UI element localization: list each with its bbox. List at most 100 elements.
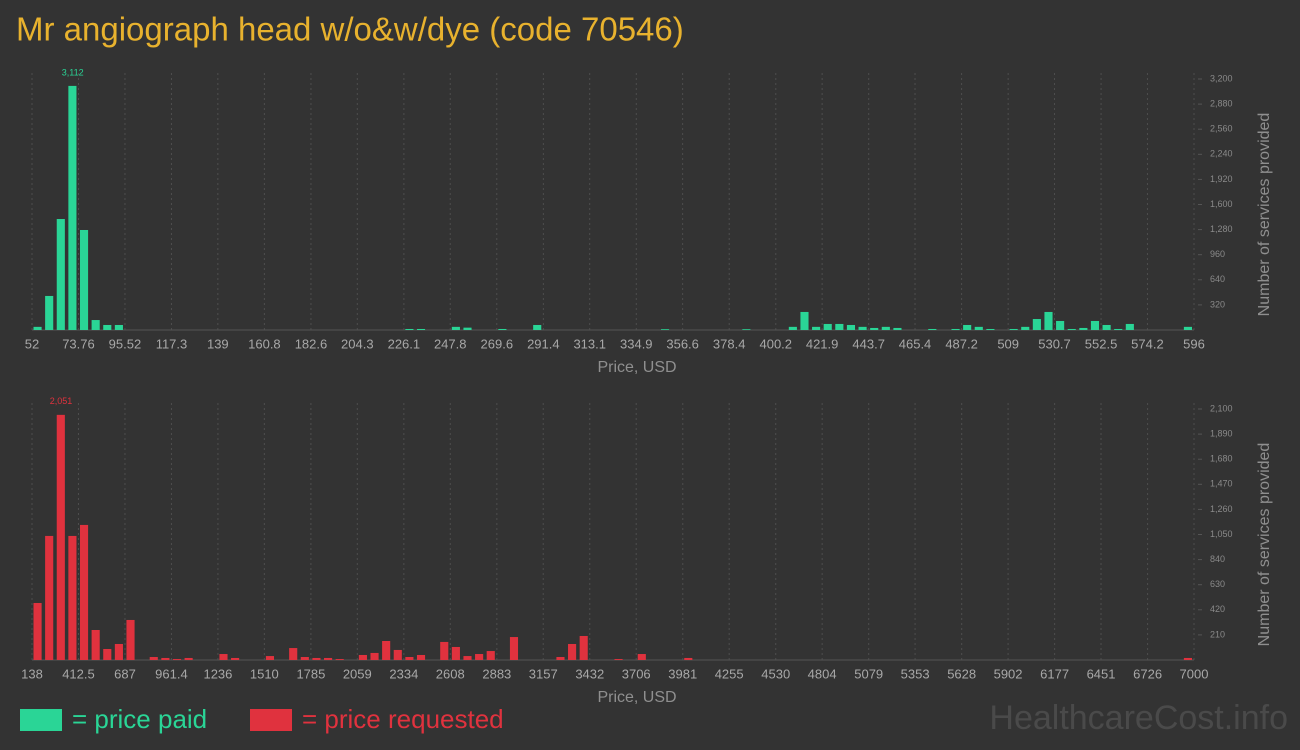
x-axis-label: Price, USD [597, 689, 676, 706]
x-tick-label: 6177 [1040, 666, 1069, 681]
bar [451, 646, 460, 660]
x-tick-label: 509 [997, 336, 1019, 351]
y-tick-label: 630 [1210, 579, 1225, 589]
bar [1183, 657, 1192, 660]
x-tick-label: 530.7 [1038, 336, 1071, 351]
bar [637, 654, 646, 660]
bar [858, 326, 867, 330]
bar [684, 657, 693, 660]
bar [393, 649, 402, 660]
y-tick-label: 1,280 [1210, 224, 1233, 234]
bar [451, 326, 460, 330]
y-tick-label: 2,880 [1210, 98, 1233, 108]
bar [300, 657, 309, 660]
x-tick-label: 4804 [808, 666, 837, 681]
bar [1067, 328, 1076, 330]
legend-swatch [20, 709, 62, 731]
legend-swatch [250, 709, 292, 731]
y-tick-label: 840 [1210, 554, 1225, 564]
x-tick-label: 687 [114, 666, 136, 681]
bar [149, 657, 158, 660]
bar [568, 643, 577, 660]
bar [405, 657, 414, 660]
bar [463, 327, 472, 330]
bar [219, 654, 228, 660]
x-tick-label: 138 [21, 666, 43, 681]
x-tick-label: 117.3 [156, 336, 188, 351]
bar [1056, 320, 1065, 330]
bar [974, 326, 983, 330]
bar [893, 327, 902, 330]
bar [1114, 328, 1123, 330]
bar [963, 324, 972, 330]
x-tick-label: 3706 [622, 666, 651, 681]
x-tick-label: 5902 [994, 666, 1023, 681]
bar [68, 85, 77, 330]
y-tick-label: 420 [1210, 604, 1225, 614]
bar [56, 219, 65, 330]
x-tick-label: 2608 [436, 666, 465, 681]
y-tick-label: 1,260 [1210, 504, 1233, 514]
x-tick-label: 4255 [715, 666, 744, 681]
x-tick-label: 52 [25, 336, 39, 351]
x-tick-label: 226.1 [388, 336, 421, 351]
bar [835, 323, 844, 330]
bar [79, 229, 89, 330]
y-tick-label: 2,100 [1210, 403, 1233, 413]
watermark: HealthcareCost.info [989, 699, 1288, 737]
bar [1102, 324, 1111, 330]
x-tick-label: 73.76 [62, 336, 95, 351]
x-tick-label: 6726 [1133, 666, 1162, 681]
bar [870, 327, 879, 330]
bar [823, 323, 832, 330]
bar [440, 641, 449, 660]
bar [405, 328, 414, 330]
bar [265, 656, 275, 660]
bar [533, 324, 542, 330]
x-tick-label: 5079 [854, 666, 883, 681]
bar [1021, 326, 1030, 330]
x-tick-label: 465.4 [899, 336, 932, 351]
bar [1044, 311, 1053, 330]
bar [1183, 326, 1192, 330]
bar [846, 324, 856, 330]
value-label: 2,051 [50, 396, 73, 406]
bar [579, 635, 588, 660]
legend-label: = price requested [302, 704, 504, 734]
y-tick-label: 210 [1210, 629, 1225, 639]
x-tick-label: 139 [207, 336, 229, 351]
bar [172, 659, 182, 660]
x-tick-label: 7000 [1180, 666, 1209, 681]
bar [79, 524, 89, 660]
x-tick-label: 182.6 [295, 336, 328, 351]
x-tick-label: 552.5 [1085, 336, 1118, 351]
bar [56, 414, 65, 660]
x-tick-label: 160.8 [248, 336, 281, 351]
x-tick-label: 204.3 [341, 336, 374, 351]
y-tick-label: 2,240 [1210, 149, 1233, 159]
bar [103, 649, 112, 660]
bar [91, 320, 100, 330]
x-tick-label: 356.6 [666, 336, 699, 351]
x-tick-label: 487.2 [945, 336, 978, 351]
bar [1009, 328, 1018, 330]
bar [416, 328, 426, 330]
bar [114, 324, 123, 330]
y-tick-label: 640 [1210, 274, 1225, 284]
x-tick-label: 1236 [203, 666, 232, 681]
y-tick-label: 1,890 [1210, 428, 1233, 438]
x-tick-label: 961.4 [155, 666, 188, 681]
x-tick-label: 269.6 [481, 336, 514, 351]
bar [509, 637, 519, 660]
bar [800, 311, 809, 330]
x-tick-label: 421.9 [806, 336, 839, 351]
x-tick-label: 1510 [250, 666, 279, 681]
bar [556, 657, 565, 660]
bar [312, 657, 321, 660]
bar [788, 326, 797, 330]
value-label: 3,112 [62, 67, 84, 77]
x-tick-label: 400.2 [759, 336, 792, 351]
x-tick-label: 596 [1183, 336, 1205, 351]
